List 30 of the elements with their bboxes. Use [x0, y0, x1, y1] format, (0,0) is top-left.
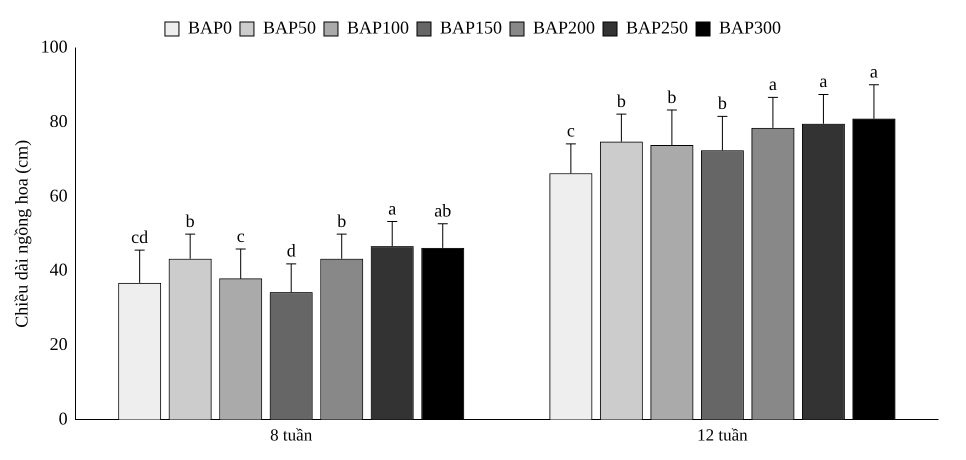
legend-label: BAP300: [719, 18, 782, 38]
legend-label: BAP200: [533, 18, 596, 38]
data-label: ab: [434, 200, 452, 220]
data-label: c: [236, 226, 245, 246]
x-tick-label: 12 tuần: [697, 425, 748, 444]
x-tick-label: 8 tuần: [270, 425, 313, 444]
y-tick-label: 100: [40, 36, 68, 57]
y-tick-label: 0: [58, 408, 68, 428]
data-label: b: [718, 93, 727, 114]
y-tick-label: 80: [50, 111, 68, 132]
data-label: c: [566, 120, 575, 141]
data-label: b: [186, 210, 195, 231]
data-label: b: [616, 90, 626, 111]
data-label: a: [870, 62, 878, 82]
y-axis-title: Chiều dài ngồng hoa (cm): [12, 140, 32, 328]
y-tick-label: 60: [50, 185, 68, 206]
data-label: a: [819, 71, 828, 92]
legend-label: BAP250: [626, 18, 688, 38]
data-label: d: [286, 240, 296, 261]
y-tick-label: 20: [50, 334, 68, 354]
legend-label: BAP50: [262, 18, 316, 38]
y-tick-label: 40: [50, 260, 68, 280]
data-label: a: [768, 74, 777, 94]
data-label: b: [337, 210, 346, 231]
legend-label: BAP150: [440, 18, 502, 38]
data-label: b: [667, 86, 676, 107]
legend-label: BAP0: [188, 18, 232, 38]
data-label: cd: [131, 226, 148, 247]
legend-label: BAP100: [346, 18, 409, 38]
data-label: a: [388, 198, 396, 218]
